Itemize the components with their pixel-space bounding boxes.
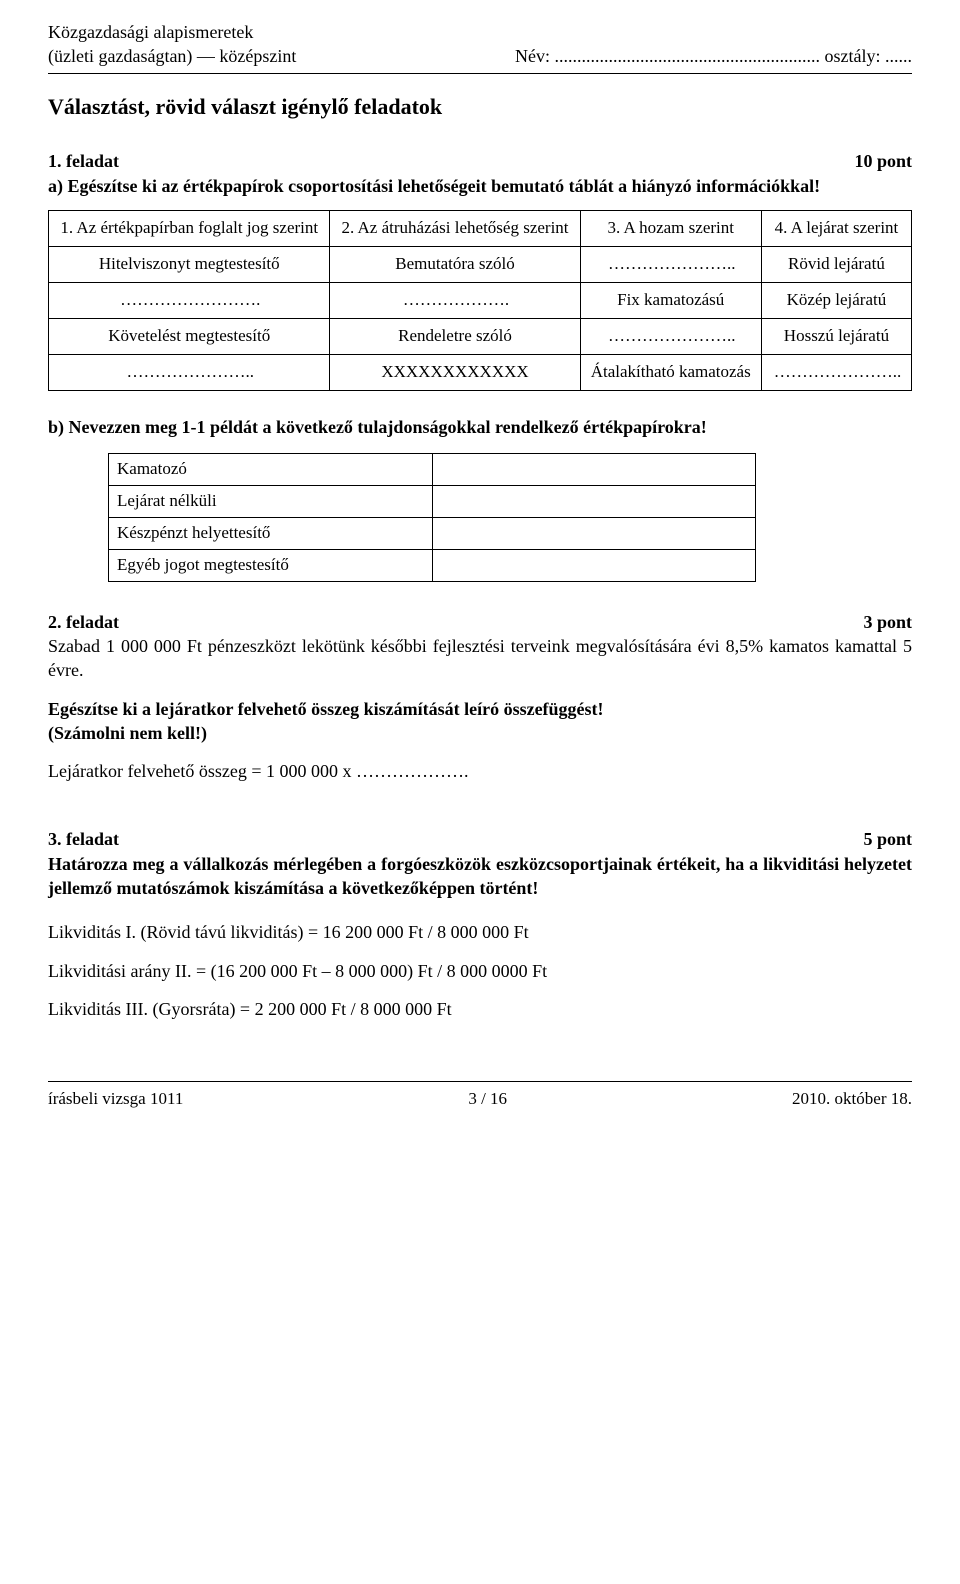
cell: Fix kamatozású xyxy=(580,282,761,318)
table-row: ………………….. XXXXXXXXXXXX Átalakítható kama… xyxy=(49,354,912,390)
task3-head: 3. feladat 5 pont xyxy=(48,827,912,851)
footer-left: írásbeli vizsga 1011 xyxy=(48,1088,183,1111)
task2-points: 3 pont xyxy=(863,610,912,634)
header-right: Név: ...................................… xyxy=(515,44,912,68)
cell-blank xyxy=(432,549,756,581)
task3-description: Határozza meg a vállalkozás mérlegében a… xyxy=(48,852,912,901)
table-row: Egyéb jogot megtestesítő xyxy=(109,549,756,581)
name-label: Név: xyxy=(515,46,550,66)
table-row: Hitelviszonyt megtestesítő Bemutatóra sz… xyxy=(49,246,912,282)
page-footer: írásbeli vizsga 1011 3 / 16 2010. októbe… xyxy=(48,1088,912,1111)
task3-number: 3. feladat xyxy=(48,827,119,851)
task2-number: 2. feladat xyxy=(48,610,119,634)
footer-rule xyxy=(48,1081,912,1082)
table-row: Lejárat nélküli xyxy=(109,485,756,517)
table-row: Kamatozó xyxy=(109,453,756,485)
name-blank: ........................................… xyxy=(555,46,821,66)
section-title: Választást, rövid választ igénylő felada… xyxy=(48,92,912,122)
cell: Rendeletre szóló xyxy=(330,318,580,354)
task1a-description: a) Egészítse ki az értékpapírok csoporto… xyxy=(48,174,912,198)
task3-line1: Likviditás I. (Rövid távú likviditás) = … xyxy=(48,920,912,944)
task1-points: 10 pont xyxy=(854,149,912,173)
col-header-2: 2. Az átruházási lehetőség szerint xyxy=(330,210,580,246)
cell-blank xyxy=(432,453,756,485)
cell: Lejárat nélküli xyxy=(109,485,433,517)
table-row: Követelést megtestesítő Rendeletre szóló… xyxy=(49,318,912,354)
footer-center: 3 / 16 xyxy=(468,1088,507,1111)
cell: Kamatozó xyxy=(109,453,433,485)
task2-formula: Lejáratkor felvehető összeg = 1 000 000 … xyxy=(48,759,912,783)
header-rule xyxy=(48,73,912,74)
task1-number: 1. feladat xyxy=(48,149,119,173)
col-header-3: 3. A hozam szerint xyxy=(580,210,761,246)
task2-description: Szabad 1 000 000 Ft pénzeszközt lekötünk… xyxy=(48,634,912,683)
footer-right: 2010. október 18. xyxy=(792,1088,912,1111)
col-header-4: 4. A lejárat szerint xyxy=(761,210,911,246)
task2-instruction-1: Egészítse ki a lejáratkor felvehető össz… xyxy=(48,697,912,721)
header-subject-line1: Közgazdasági alapismeretek xyxy=(48,20,296,44)
task3-line2: Likviditási arány II. = (16 200 000 Ft –… xyxy=(48,959,912,983)
task3-line3: Likviditás III. (Gyorsráta) = 2 200 000 … xyxy=(48,997,912,1021)
cell: XXXXXXXXXXXX xyxy=(330,354,580,390)
cell-blank: ………………….. xyxy=(761,354,911,390)
cell: Egyéb jogot megtestesítő xyxy=(109,549,433,581)
task1b-table: Kamatozó Lejárat nélküli Készpénzt helye… xyxy=(108,453,756,582)
cell: Rövid lejáratú xyxy=(761,246,911,282)
cell: Hosszú lejáratú xyxy=(761,318,911,354)
task1b-description: b) Nevezzen meg 1-1 példát a következő t… xyxy=(48,415,912,439)
cell: Bemutatóra szóló xyxy=(330,246,580,282)
cell: Készpénzt helyettesítő xyxy=(109,517,433,549)
cell: Átalakítható kamatozás xyxy=(580,354,761,390)
class-blank: ...... xyxy=(885,46,912,66)
header-left: Közgazdasági alapismeretek (üzleti gazda… xyxy=(48,20,296,69)
class-label: osztály: xyxy=(825,46,881,66)
cell-blank: ………………….. xyxy=(580,246,761,282)
task1-table: 1. Az értékpapírban foglalt jog szerint … xyxy=(48,210,912,391)
task2-instruction-2: (Számolni nem kell!) xyxy=(48,721,912,745)
cell-blank xyxy=(432,517,756,549)
col-header-1: 1. Az értékpapírban foglalt jog szerint xyxy=(49,210,330,246)
cell: Hitelviszonyt megtestesítő xyxy=(49,246,330,282)
cell: Közép lejáratú xyxy=(761,282,911,318)
page-header: Közgazdasági alapismeretek (üzleti gazda… xyxy=(48,20,912,69)
cell-blank: ……………………. xyxy=(49,282,330,318)
cell-blank xyxy=(432,485,756,517)
task2-head: 2. feladat 3 pont xyxy=(48,610,912,634)
table-row: ……………………. ………………. Fix kamatozású Közép l… xyxy=(49,282,912,318)
cell-blank: ………………….. xyxy=(49,354,330,390)
cell-blank: ………………….. xyxy=(580,318,761,354)
cell-blank: ………………. xyxy=(330,282,580,318)
cell: Követelést megtestesítő xyxy=(49,318,330,354)
table-row: 1. Az értékpapírban foglalt jog szerint … xyxy=(49,210,912,246)
task3-points: 5 pont xyxy=(863,827,912,851)
task1-head: 1. feladat 10 pont xyxy=(48,149,912,173)
table-row: Készpénzt helyettesítő xyxy=(109,517,756,549)
header-subject-line2: (üzleti gazdaságtan) — középszint xyxy=(48,44,296,68)
